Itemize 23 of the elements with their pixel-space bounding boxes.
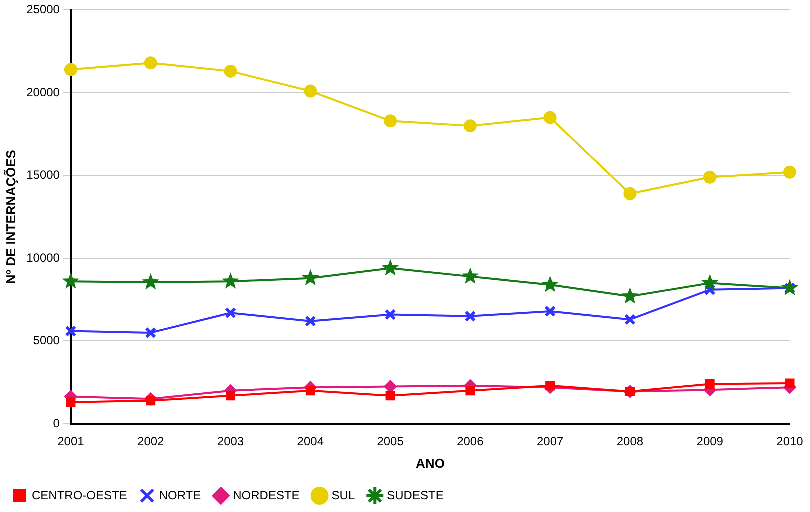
legend-label: NORTE — [159, 488, 202, 502]
legend-label: NORDESTE — [233, 488, 300, 502]
x-tick-label: 2001 — [58, 434, 85, 449]
y-tick-label: 25000 — [26, 2, 60, 17]
legend-label: SUL — [332, 488, 356, 502]
y-tick-label: 5000 — [33, 334, 60, 348]
x-axis-title: ANO — [416, 456, 445, 471]
y-tick-label: 20000 — [26, 85, 60, 100]
y-axis-title: Nº DE INTERNAÇÕES — [3, 150, 18, 284]
y-tick-label: 10000 — [26, 250, 60, 265]
x-tick-label: 2002 — [138, 434, 165, 449]
legend-label: CENTRO-OESTE — [32, 488, 128, 502]
x-tick-label: 2006 — [457, 434, 484, 449]
y-tick-label: 15000 — [26, 168, 60, 182]
x-tick-label: 2008 — [616, 434, 644, 449]
legend-label: SUDESTE — [387, 488, 444, 502]
x-tick-label: 2004 — [297, 434, 324, 449]
x-tick-label: 2010 — [776, 434, 804, 449]
y-tick-label: 0 — [53, 416, 60, 430]
x-tick-label: 2007 — [536, 434, 564, 449]
x-tick-label: 2003 — [217, 434, 244, 449]
x-tick-label: 2009 — [696, 434, 724, 449]
x-tick-label: 2005 — [377, 434, 404, 449]
